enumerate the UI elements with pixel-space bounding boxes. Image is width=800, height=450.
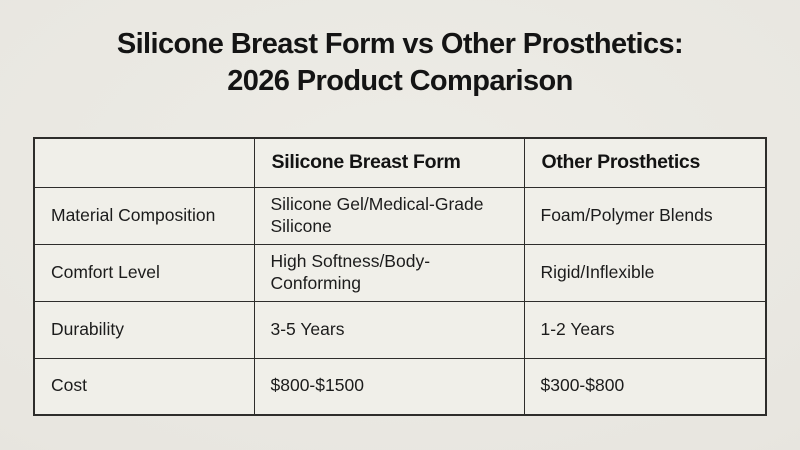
table-row-cost: Cost $800-$1500 $300-$800 — [33, 357, 767, 416]
page-title: Silicone Breast Form vs Other Prosthetic… — [0, 26, 800, 100]
comparison-table: Silicone Breast Form Other Prosthetics M… — [33, 137, 767, 416]
page-title-line-2: 2026 Product Comparison — [227, 65, 573, 97]
cell-silicone-value: Silicone Gel/Medical-Grade Silicone — [253, 186, 525, 245]
table-row-material-composition: Material Composition Silicone Gel/Medica… — [33, 186, 767, 245]
header-cell-silicone-breast-form: Silicone Breast Form — [253, 137, 525, 188]
cell-silicone-value: High Softness/Body-Conforming — [253, 243, 525, 302]
row-label: Comfort Level — [33, 243, 255, 302]
cell-other-value: 1-2 Years — [523, 300, 767, 359]
cell-silicone-value: $800-$1500 — [253, 357, 525, 416]
header-cell-other-prosthetics: Other Prosthetics — [523, 137, 767, 188]
cell-silicone-value: 3-5 Years — [253, 300, 525, 359]
table-row-comfort-level: Comfort Level High Softness/Body-Conform… — [33, 243, 767, 302]
cell-other-value: Rigid/Inflexible — [523, 243, 767, 302]
cell-other-value: $300-$800 — [523, 357, 767, 416]
header-cell-attribute — [33, 137, 255, 188]
row-label: Cost — [33, 357, 255, 416]
table-header-row: Silicone Breast Form Other Prosthetics — [33, 137, 767, 188]
page-title-line-1: Silicone Breast Form vs Other Prosthetic… — [116, 28, 684, 60]
table-row-durability: Durability 3-5 Years 1-2 Years — [33, 300, 767, 359]
row-label: Durability — [33, 300, 255, 359]
row-label: Material Composition — [33, 186, 255, 245]
cell-other-value: Foam/Polymer Blends — [523, 186, 767, 245]
